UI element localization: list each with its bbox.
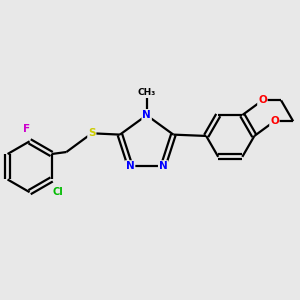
Text: S: S xyxy=(88,128,96,138)
Text: N: N xyxy=(142,110,151,120)
Text: N: N xyxy=(159,161,167,171)
Text: O: O xyxy=(258,95,267,105)
Text: CH₃: CH₃ xyxy=(137,88,156,97)
Text: F: F xyxy=(23,124,30,134)
Text: Cl: Cl xyxy=(53,187,64,197)
Text: N: N xyxy=(126,161,134,171)
Text: O: O xyxy=(270,116,279,126)
